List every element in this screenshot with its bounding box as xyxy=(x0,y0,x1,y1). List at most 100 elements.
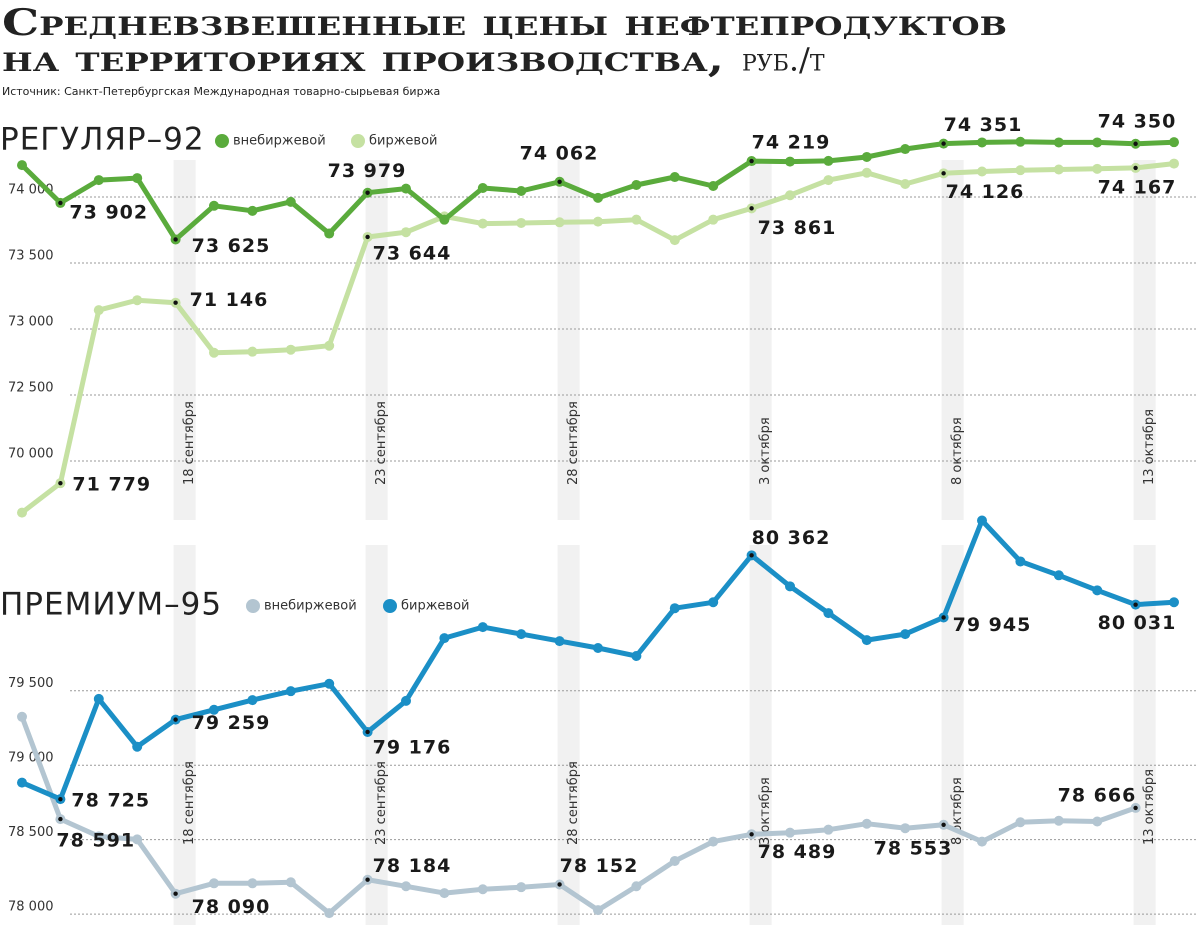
label-dot xyxy=(365,729,370,735)
label-dot xyxy=(58,796,63,802)
x-tick-label: 13 октября xyxy=(1142,409,1157,485)
value-label: 74 062 xyxy=(520,142,599,164)
point xyxy=(1169,597,1179,608)
point xyxy=(401,695,411,706)
x-tick-label: 3 октября xyxy=(758,417,773,485)
point xyxy=(285,877,296,888)
value-label: 73 979 xyxy=(328,160,407,182)
point xyxy=(900,144,911,155)
point xyxy=(1053,815,1064,826)
point xyxy=(861,151,872,162)
label-dot xyxy=(365,190,370,195)
legend-label: внебиржевой xyxy=(264,599,357,614)
value-label: 74 219 xyxy=(752,132,831,154)
legend-swatch xyxy=(351,134,365,148)
panel-title: РЕГУЛЯР–92 xyxy=(0,122,205,158)
point xyxy=(285,196,296,207)
point xyxy=(785,190,795,201)
panel-title: ПРЕМИУМ–95 xyxy=(0,587,222,623)
x-tick-label: 23 сентября xyxy=(374,761,389,845)
point xyxy=(209,200,219,211)
x-tick-label: 13 октября xyxy=(1142,769,1157,845)
point xyxy=(324,340,335,351)
point xyxy=(861,818,872,829)
point xyxy=(132,741,143,752)
point xyxy=(977,836,987,847)
point xyxy=(785,581,795,592)
value-label: 73 902 xyxy=(69,201,148,223)
date-band xyxy=(365,160,388,520)
point xyxy=(516,186,527,197)
point xyxy=(554,217,565,228)
y-tick-label: 70 000 xyxy=(8,446,54,461)
value-label: 78 184 xyxy=(373,855,452,877)
y-tick-label: 78 500 xyxy=(8,825,54,840)
label-dot xyxy=(58,480,63,486)
point xyxy=(900,179,911,190)
x-tick-label: 28 сентября xyxy=(566,761,581,845)
x-tick-label: 23 сентября xyxy=(374,401,389,485)
date-band xyxy=(557,160,580,520)
value-label: 78 591 xyxy=(56,830,135,852)
point xyxy=(708,597,719,608)
date-band xyxy=(749,545,772,925)
point xyxy=(1092,585,1103,596)
point xyxy=(477,884,488,895)
label-dot xyxy=(557,179,562,184)
point xyxy=(785,156,795,167)
label-dot xyxy=(365,234,370,240)
point xyxy=(1053,570,1064,581)
point xyxy=(708,836,719,847)
point xyxy=(554,636,565,647)
point xyxy=(977,515,987,526)
point xyxy=(977,166,987,177)
point xyxy=(593,642,603,653)
legend-swatch xyxy=(383,599,397,613)
point xyxy=(93,831,104,842)
point xyxy=(132,295,143,306)
point xyxy=(516,882,527,893)
date-band xyxy=(365,545,388,925)
label-dot xyxy=(173,300,178,305)
point xyxy=(477,622,488,633)
point xyxy=(823,155,834,166)
y-tick-label: 73 000 xyxy=(8,314,54,329)
label-dot xyxy=(941,615,946,620)
point xyxy=(631,179,642,190)
source: Источник: Санкт-Петербургская Международ… xyxy=(2,85,440,98)
point xyxy=(247,695,258,706)
label-dot xyxy=(365,877,370,882)
point xyxy=(209,704,219,715)
point xyxy=(669,603,680,614)
label-dot xyxy=(749,832,754,837)
point xyxy=(861,635,872,646)
point xyxy=(823,824,834,835)
point xyxy=(93,175,104,186)
value-label: 78 090 xyxy=(192,896,271,918)
x-tick-label: 8 октября xyxy=(950,417,965,485)
y-tick-label: 78 000 xyxy=(8,900,54,915)
value-label: 74 126 xyxy=(946,181,1025,203)
point xyxy=(1169,158,1179,169)
point xyxy=(477,218,488,229)
date-band xyxy=(1133,545,1156,925)
point xyxy=(285,344,296,355)
y-tick-label: 73 500 xyxy=(8,248,54,263)
point xyxy=(516,217,527,228)
value-label: 80 031 xyxy=(1098,612,1177,634)
point xyxy=(669,235,680,246)
legend-label: биржевой xyxy=(369,134,438,149)
value-label: 71 779 xyxy=(72,474,151,496)
point xyxy=(477,182,488,193)
point xyxy=(17,160,27,171)
label-dot xyxy=(941,822,946,827)
x-tick-label: 18 сентября xyxy=(182,761,197,845)
point xyxy=(132,834,143,845)
point xyxy=(247,346,258,357)
label-dot xyxy=(749,158,754,164)
legend-label: внебиржевой xyxy=(233,134,326,149)
point xyxy=(708,214,719,225)
title-unit: руб./т xyxy=(742,41,825,79)
point xyxy=(132,173,143,184)
